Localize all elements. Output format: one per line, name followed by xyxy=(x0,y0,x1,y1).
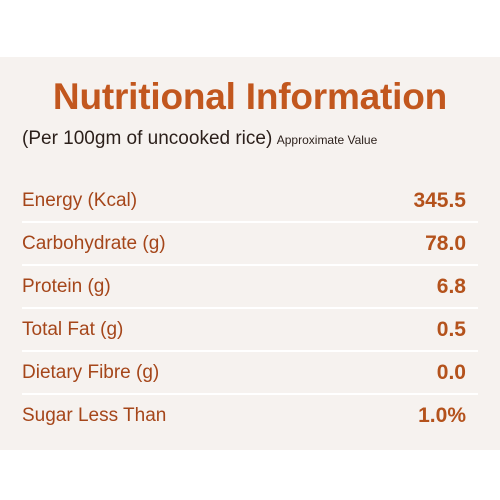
panel-subtitle: (Per 100gm of uncooked rice) Approximate… xyxy=(22,128,377,150)
nutrient-value: 78.0 xyxy=(425,232,466,255)
nutrient-label: Energy (Kcal) xyxy=(22,190,138,211)
nutrient-label: Dietary Fibre (g) xyxy=(22,362,160,383)
nutrient-value: 6.8 xyxy=(436,275,466,298)
table-row: Sugar Less Than 1.0% xyxy=(22,395,478,436)
table-row: Protein (g) 6.8 xyxy=(22,266,478,309)
nutrition-panel xyxy=(0,57,500,450)
nutrient-label: Protein (g) xyxy=(22,276,111,297)
table-row: Carbohydrate (g) 78.0 xyxy=(22,223,478,266)
table-row: Total Fat (g) 0.5 xyxy=(22,309,478,352)
nutrient-value: 345.5 xyxy=(413,189,466,212)
panel-title: Nutritional Information xyxy=(52,76,448,117)
nutrient-label: Total Fat (g) xyxy=(22,319,124,340)
nutrient-value: 0.0 xyxy=(436,361,466,384)
nutrient-value: 1.0% xyxy=(418,404,466,427)
approximate-note: Approximate Value xyxy=(276,133,378,147)
table-row: Dietary Fibre (g) 0.0 xyxy=(22,352,478,395)
table-row: Energy (Kcal) 345.5 xyxy=(22,180,478,223)
nutrient-label: Carbohydrate (g) xyxy=(22,233,166,254)
nutrient-value: 0.5 xyxy=(436,318,466,341)
nutrition-table: Energy (Kcal) 345.5 Carbohydrate (g) 78.… xyxy=(22,180,478,436)
nutrient-label: Sugar Less Than xyxy=(22,405,167,426)
serving-basis: (Per 100gm of uncooked rice) xyxy=(22,128,273,149)
